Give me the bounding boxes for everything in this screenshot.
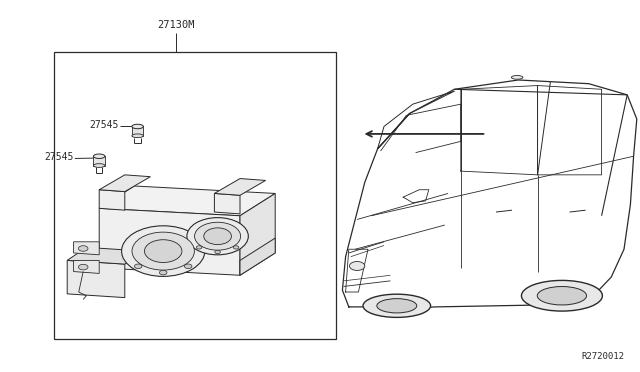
Ellipse shape	[93, 164, 105, 167]
Polygon shape	[67, 247, 144, 264]
Circle shape	[349, 262, 365, 270]
Ellipse shape	[93, 154, 105, 158]
Polygon shape	[74, 260, 99, 273]
Polygon shape	[214, 179, 266, 195]
Ellipse shape	[195, 222, 241, 250]
Ellipse shape	[145, 240, 182, 263]
Text: R2720012: R2720012	[581, 352, 624, 361]
Polygon shape	[99, 175, 150, 192]
Ellipse shape	[79, 246, 88, 251]
Polygon shape	[240, 238, 275, 275]
Text: 27130M: 27130M	[157, 20, 195, 30]
Ellipse shape	[79, 264, 88, 270]
Ellipse shape	[511, 76, 523, 79]
Ellipse shape	[187, 218, 248, 255]
Ellipse shape	[204, 228, 232, 245]
Ellipse shape	[132, 134, 143, 138]
Polygon shape	[240, 193, 275, 275]
Text: 27545: 27545	[44, 152, 74, 162]
Ellipse shape	[134, 264, 142, 269]
Ellipse shape	[522, 280, 602, 311]
Bar	[54, 52, 336, 339]
Polygon shape	[67, 260, 125, 298]
Ellipse shape	[538, 286, 586, 305]
Ellipse shape	[184, 264, 192, 269]
Polygon shape	[74, 242, 99, 255]
Ellipse shape	[196, 246, 202, 249]
Polygon shape	[99, 186, 275, 216]
Ellipse shape	[215, 250, 220, 254]
Polygon shape	[132, 126, 143, 136]
Ellipse shape	[122, 226, 205, 276]
Ellipse shape	[132, 124, 143, 129]
Ellipse shape	[132, 232, 195, 270]
Ellipse shape	[377, 299, 417, 313]
Polygon shape	[99, 208, 240, 275]
Ellipse shape	[363, 294, 431, 317]
Polygon shape	[99, 190, 125, 210]
Ellipse shape	[234, 246, 239, 249]
Polygon shape	[93, 156, 105, 166]
Polygon shape	[214, 193, 240, 214]
Ellipse shape	[159, 270, 167, 275]
Text: 27545: 27545	[89, 120, 118, 129]
